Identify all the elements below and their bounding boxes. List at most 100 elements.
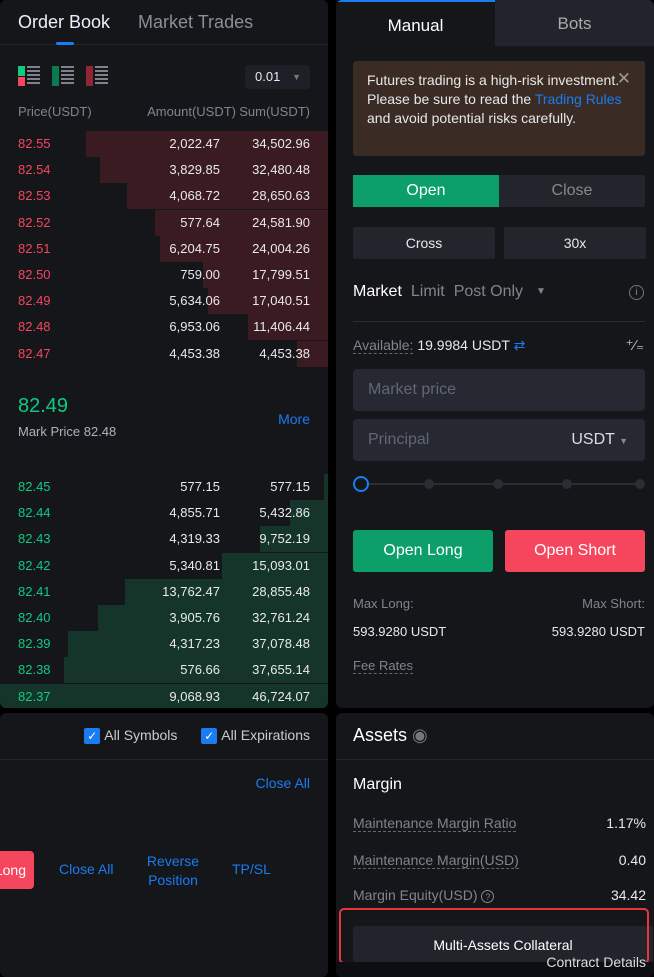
ask-row[interactable]: 82.50 759.00 17,799.51: [0, 262, 328, 288]
multi-assets-collateral-button[interactable]: Multi-Assets Collateral: [353, 926, 653, 962]
depth-bar: [63, 657, 328, 684]
sum: 11,406.44: [253, 319, 310, 335]
ask-row[interactable]: 82.52 577.64 24,581.90: [0, 209, 328, 236]
bid-row[interactable]: 82.38 576.66 37,655.14: [0, 657, 328, 684]
amount: 576.66: [180, 662, 220, 678]
both-sides-view-icon[interactable]: [18, 66, 40, 86]
amount: 759.00: [180, 267, 220, 282]
ask-row[interactable]: 82.48 6,953.06 11,406.44: [0, 314, 328, 341]
ask-row[interactable]: 82.54 3,829.85 32,480.48: [0, 157, 328, 184]
order-type-post-only[interactable]: Post Only: [453, 283, 524, 300]
precision-select[interactable]: 0.01 ▼: [245, 65, 310, 89]
order-type-market[interactable]: Market: [353, 283, 402, 300]
long-badge[interactable]: Long: [0, 851, 34, 889]
price: 82.50: [18, 267, 51, 282]
bids-view-icon[interactable]: [52, 66, 74, 86]
amount: 577.64: [180, 214, 220, 230]
close-all-top-link[interactable]: Close All: [255, 775, 310, 791]
check-icon: ✓: [201, 728, 218, 745]
ask-row[interactable]: 82.47 4,453.38 4,453.38: [0, 340, 328, 367]
close-all-link[interactable]: Close All: [59, 861, 114, 877]
trading-rules-link[interactable]: Trading Rules: [534, 91, 622, 107]
depth-bar: [125, 578, 328, 605]
depth-bar: [100, 157, 328, 184]
depth-bar: [155, 209, 328, 236]
reverse-position-link[interactable]: Reverse Position: [146, 853, 200, 888]
amount-header: Amount(USDT): [147, 104, 236, 119]
bid-row[interactable]: 82.42 5,340.81 15,093.01: [0, 552, 328, 579]
sum: 577.15: [270, 479, 310, 494]
price: 82.53: [18, 188, 51, 204]
max-long-value: 593.9280 USDT: [353, 624, 447, 639]
max-short-label: Max Short:: [582, 596, 645, 611]
price: 82.44: [18, 505, 51, 521]
leverage-button[interactable]: 30x: [504, 227, 646, 259]
sum: 32,480.48: [252, 162, 310, 178]
bid-row[interactable]: 82.40 3,905.76 32,761.24: [0, 605, 328, 631]
tab-manual[interactable]: Manual: [336, 0, 495, 46]
maintenance-margin-value: 0.40: [618, 852, 646, 868]
tab-bots[interactable]: Bots: [495, 0, 654, 46]
calculator-icon[interactable]: ⁺⁄₌: [625, 337, 644, 354]
price: 82.42: [18, 557, 51, 573]
ask-row[interactable]: 82.49 5,634.06 17,040.51: [0, 288, 328, 315]
margin-mode-button[interactable]: Cross: [353, 227, 495, 259]
amount: 3,905.76: [169, 610, 220, 625]
all-expirations-checkbox[interactable]: ✓ All Expirations: [201, 727, 310, 745]
bid-row[interactable]: 82.44 4,855.71 5,432.86: [0, 500, 328, 527]
bid-row[interactable]: 82.45 577.15 577.15: [0, 474, 328, 500]
tab-order-book[interactable]: Order Book: [18, 0, 110, 45]
close-tab[interactable]: Close: [551, 182, 593, 199]
bid-row[interactable]: 82.41 13,762.47 28,855.48: [0, 578, 328, 605]
depth-bar: [67, 631, 328, 658]
open-short-button[interactable]: Open Short: [505, 530, 645, 572]
amount: 5,340.81: [169, 557, 220, 573]
sum-header: Sum(USDT): [239, 104, 310, 119]
assets-title: Assets: [353, 725, 408, 745]
ask-row[interactable]: 82.55 2,022.47 34,502.96: [0, 131, 328, 157]
transfer-icon[interactable]: ⇄: [513, 337, 526, 353]
depth-bar: [259, 526, 328, 553]
sum: 5,432.86: [259, 505, 310, 521]
unit-select[interactable]: USDT ▼: [571, 431, 628, 448]
bid-row[interactable]: 82.43 4,319.33 9,752.19: [0, 526, 328, 553]
amount: 4,068.72: [169, 188, 220, 204]
positions-panel: ✓ All Symbols ✓ All Expirations Close All …: [0, 713, 328, 977]
risk-warning: Futures trading is a high-risk investmen…: [353, 61, 645, 156]
amount: 577.15: [180, 479, 220, 494]
slider-handle[interactable]: [353, 476, 369, 492]
tpsl-link[interactable]: TP/SL: [232, 861, 271, 877]
info-icon[interactable]: i: [629, 285, 644, 300]
bid-row[interactable]: 82.39 4,317.23 37,078.48: [0, 631, 328, 658]
tab-market-trades[interactable]: Market Trades: [138, 11, 254, 32]
fee-rates-link[interactable]: Fee Rates: [353, 658, 413, 674]
bid-row[interactable]: 82.37 9,068.93 46,724.07: [0, 683, 328, 708]
order-type-limit[interactable]: Limit: [410, 283, 445, 300]
amount: 13,762.47: [162, 583, 220, 599]
all-symbols-checkbox[interactable]: ✓ All Symbols: [84, 727, 177, 745]
more-link[interactable]: More: [278, 411, 310, 427]
price-header: Price(USDT): [18, 104, 92, 119]
open-tab[interactable]: Open: [353, 175, 499, 207]
asks-view-icon[interactable]: [86, 66, 108, 86]
eye-icon[interactable]: ◉: [412, 725, 428, 745]
price: 82.55: [18, 136, 51, 151]
price: 82.48: [18, 319, 51, 335]
amount: 2,022.47: [169, 136, 220, 151]
sum: 28,855.48: [252, 583, 310, 599]
price-input[interactable]: Market price: [353, 369, 645, 411]
ask-row[interactable]: 82.51 6,204.75 24,004.26: [0, 235, 328, 262]
maintenance-margin-ratio-value: 1.17%: [606, 815, 646, 831]
sum: 37,078.48: [252, 636, 310, 652]
amount-slider[interactable]: [353, 476, 645, 492]
caret-down-icon[interactable]: ▼: [536, 286, 546, 297]
ask-row[interactable]: 82.53 4,068.72 28,650.63: [0, 183, 328, 210]
principal-input[interactable]: Principal USDT ▼: [353, 419, 645, 461]
help-icon[interactable]: ?: [481, 890, 495, 903]
caret-down-icon: ▼: [292, 72, 301, 82]
amount: 4,855.71: [169, 505, 220, 521]
close-icon[interactable]: ✕: [616, 69, 631, 88]
contract-details-link[interactable]: Contract Details: [546, 954, 646, 970]
price: 82.40: [18, 610, 51, 625]
open-long-button[interactable]: Open Long: [353, 530, 493, 572]
